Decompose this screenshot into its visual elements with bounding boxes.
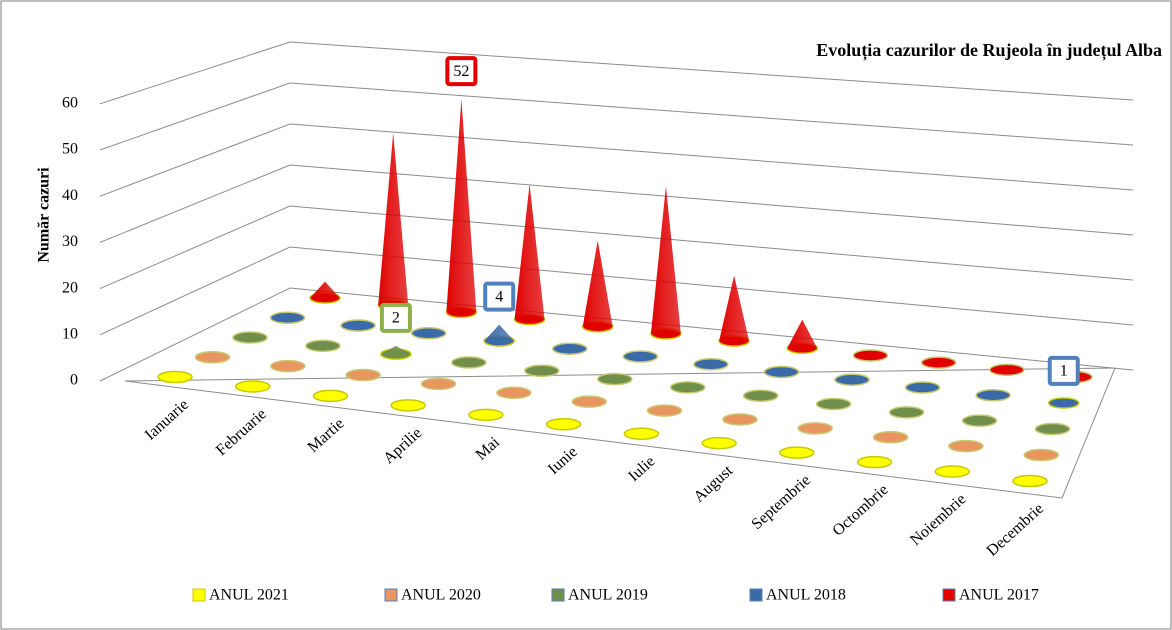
grid-line — [99, 123, 1134, 197]
disc — [1012, 474, 1048, 488]
y-tick-label: 40 — [62, 187, 78, 204]
legend-label: ANUL 2020 — [401, 587, 481, 604]
legend-swatch — [942, 588, 956, 602]
disc — [234, 380, 271, 393]
disc — [779, 446, 815, 459]
y-tick-label: 30 — [62, 233, 78, 250]
disc — [948, 439, 984, 453]
y-tick-label: 0 — [70, 372, 78, 389]
disc — [669, 381, 706, 394]
legend-swatch — [192, 588, 206, 602]
cone — [380, 345, 411, 355]
disc — [410, 327, 447, 340]
disc — [420, 377, 457, 391]
disc — [763, 365, 800, 379]
disc — [920, 356, 957, 369]
disc — [975, 389, 1011, 402]
cone — [310, 281, 340, 298]
disc — [270, 359, 306, 373]
cone — [514, 184, 545, 320]
y-tick-label: 50 — [62, 141, 78, 158]
disc — [552, 342, 588, 355]
chart-title: Evoluția cazurilor de Rujeola în județul… — [816, 40, 1162, 61]
legend-label: ANUL 2019 — [568, 587, 648, 604]
value-label: 52 — [453, 63, 469, 80]
legend-label: ANUL 2021 — [209, 587, 289, 604]
value-label-box — [379, 302, 412, 333]
disc — [390, 399, 426, 412]
value-label: 2 — [392, 310, 400, 327]
disc — [961, 414, 998, 427]
value-label-box — [483, 281, 516, 312]
grid-line — [99, 205, 1134, 290]
disc — [646, 404, 683, 417]
grid-line — [99, 287, 1134, 382]
cone — [446, 99, 477, 313]
cone — [1048, 398, 1079, 403]
legend-label: ANUL 2017 — [959, 587, 1039, 604]
disc — [571, 395, 607, 408]
disc — [904, 381, 941, 394]
disc — [989, 363, 1025, 377]
grid-line — [99, 246, 1134, 336]
disc — [934, 465, 971, 478]
legend-swatch — [551, 588, 565, 602]
cone — [787, 319, 818, 349]
disc — [872, 430, 909, 444]
y-tick-label: 60 — [62, 94, 78, 111]
disc — [1034, 422, 1071, 436]
disc — [701, 436, 737, 450]
grid-line — [99, 41, 1134, 105]
disc — [623, 427, 660, 440]
disc — [340, 319, 376, 332]
disc — [693, 358, 729, 371]
legend-swatch — [749, 588, 763, 602]
disc — [597, 372, 633, 386]
disc — [815, 397, 852, 411]
value-label: 4 — [495, 288, 503, 305]
disc — [451, 356, 487, 369]
disc — [856, 455, 893, 469]
value-label-box — [1047, 355, 1080, 386]
disc — [797, 422, 833, 435]
disc — [305, 339, 341, 353]
disc — [194, 351, 231, 364]
disc — [232, 331, 268, 344]
disc — [496, 386, 532, 400]
cone — [650, 186, 681, 334]
y-tick-label: 20 — [62, 279, 78, 296]
disc — [722, 413, 758, 426]
legend-swatch — [384, 588, 398, 602]
disc — [524, 364, 560, 378]
cone — [484, 324, 515, 341]
grid-line — [99, 82, 1134, 151]
legend-label: ANUL 2018 — [766, 587, 846, 604]
cone — [582, 240, 613, 327]
y-axis-title: Număr cazuri — [36, 167, 53, 263]
y-tick-label: 10 — [62, 325, 78, 342]
disc — [345, 368, 381, 382]
cone — [378, 132, 409, 306]
disc — [269, 311, 306, 324]
disc — [742, 389, 779, 402]
disc — [852, 349, 889, 362]
disc — [888, 406, 925, 419]
grid-line — [99, 164, 1134, 243]
disc — [157, 370, 193, 384]
disc — [545, 418, 582, 431]
cone — [719, 275, 750, 342]
disc — [834, 373, 870, 386]
value-label-box — [445, 56, 478, 87]
disc — [622, 350, 659, 363]
value-label: 1 — [1060, 363, 1068, 380]
disc — [468, 408, 504, 422]
disc — [312, 389, 349, 403]
disc — [1023, 448, 1059, 462]
